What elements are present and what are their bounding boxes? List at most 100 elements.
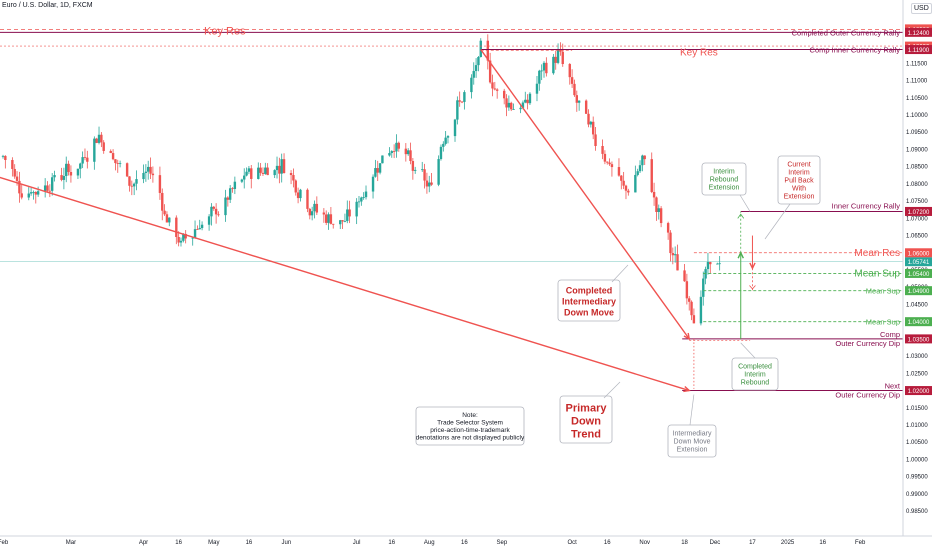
candle-body [692, 315, 696, 324]
level-badge: 1.06000 [905, 248, 932, 258]
candle-body [313, 203, 316, 212]
candle-body [296, 192, 300, 199]
mean-res-label: Mean Res [854, 248, 900, 259]
candle-body [507, 102, 511, 108]
candle-body [643, 155, 646, 160]
callout-pointer [689, 394, 695, 426]
comp-dip-label-2: Outer Currency Dip [835, 339, 900, 348]
price-badge: 1.05741 [905, 257, 932, 267]
callout-intermediary-extension-line: Extension [677, 447, 708, 454]
candle-body [282, 159, 286, 174]
note-box-line: Trade Selector System [437, 420, 503, 427]
candle-body [690, 301, 693, 316]
candle-body [261, 172, 265, 174]
callout-current-interim-line: Extension [784, 194, 815, 201]
x-tick-label: 2025 [781, 540, 795, 546]
candle-body [608, 162, 611, 165]
callout-primary-down-trend-box [559, 395, 613, 444]
x-tick-label: Sep [497, 540, 508, 546]
y-tick-label: 1.10000 [906, 113, 928, 119]
x-tick-label: Feb [0, 540, 9, 546]
candle-body [53, 175, 56, 178]
callout-completed-interim-line: Interim [744, 372, 766, 379]
y-tick-label: 1.06500 [906, 234, 928, 240]
candle-body [15, 176, 19, 181]
candle-body [519, 107, 522, 110]
candle-body [446, 136, 450, 138]
candle-body [245, 171, 248, 176]
candle-body [289, 173, 293, 176]
x-tick-label: 16 [819, 540, 826, 546]
candle-body [228, 188, 232, 200]
candle-body [346, 209, 349, 221]
candle-body [493, 88, 497, 90]
x-tick-label: Apr [139, 540, 148, 546]
candle-body [477, 56, 480, 66]
candle-body [184, 233, 187, 239]
candle-body [620, 175, 623, 181]
callout-pointer [603, 381, 621, 399]
callout-current-interim-box [777, 155, 821, 205]
candle-body [444, 137, 447, 144]
mean-sup-2-label: Mean Sup [866, 287, 900, 296]
level-badge: 1.02000 [905, 386, 932, 396]
level-badge: 1.05400 [905, 268, 932, 278]
candle-body [147, 166, 150, 172]
candle-body [423, 169, 426, 181]
candle-body [179, 240, 183, 243]
candle-body [250, 168, 253, 179]
candle-body [34, 191, 37, 195]
y-tick-label: 1.07500 [906, 199, 928, 205]
candle-body [442, 143, 445, 147]
candle-body [210, 206, 213, 217]
candle-body [111, 153, 115, 160]
callout-completed-intermediary-line: Intermediary [562, 297, 616, 307]
candle-body [683, 270, 686, 282]
candle-body [212, 206, 215, 209]
candle-body [308, 208, 312, 216]
candle-body [266, 167, 269, 176]
candle-body [388, 153, 391, 156]
candle-body [622, 180, 625, 186]
callout-intermediary-extension-line: Intermediary [673, 431, 712, 438]
candle-body [673, 254, 677, 256]
callout-current-interim-line: Interim [788, 170, 810, 177]
candle-body [676, 254, 679, 271]
candle-body [458, 100, 461, 102]
candle-body [83, 157, 87, 158]
callout-pointer [764, 203, 791, 240]
candle-body [709, 262, 712, 265]
candle-body [362, 197, 365, 198]
candle-body [144, 171, 148, 174]
candle-body [11, 159, 14, 169]
level-badge-bg [905, 286, 932, 296]
candle-body [495, 89, 499, 91]
candle-body [132, 183, 136, 187]
candle-body [552, 56, 555, 74]
candle-body [510, 102, 513, 110]
candle-body [161, 192, 164, 211]
candle-body [413, 169, 417, 171]
candle-body [559, 50, 562, 52]
candle-body [341, 220, 344, 222]
candle-body [641, 155, 644, 166]
level-badge-text: 1.11900 [908, 48, 930, 54]
x-tick-label: Dec [710, 540, 721, 546]
y-tick-label: 1.01500 [906, 406, 928, 412]
y-tick-label: 1.01000 [906, 423, 928, 429]
level-badge: 1.04900 [905, 286, 932, 296]
candle-body [43, 185, 47, 192]
callout-interim-rebound-line: Interim [713, 169, 735, 176]
price-badge-text: 1.05741 [908, 260, 930, 266]
candle-body [310, 211, 314, 216]
callout-completed-intermediary-line: Down Move [564, 308, 614, 318]
x-tick-label: Oct [567, 540, 577, 546]
candle-body [20, 193, 23, 198]
candle-body [666, 223, 670, 233]
currency-button[interactable]: USD [911, 3, 932, 14]
candle-body [29, 192, 33, 194]
level-badge-bg [905, 248, 932, 258]
candle-body [463, 92, 466, 102]
